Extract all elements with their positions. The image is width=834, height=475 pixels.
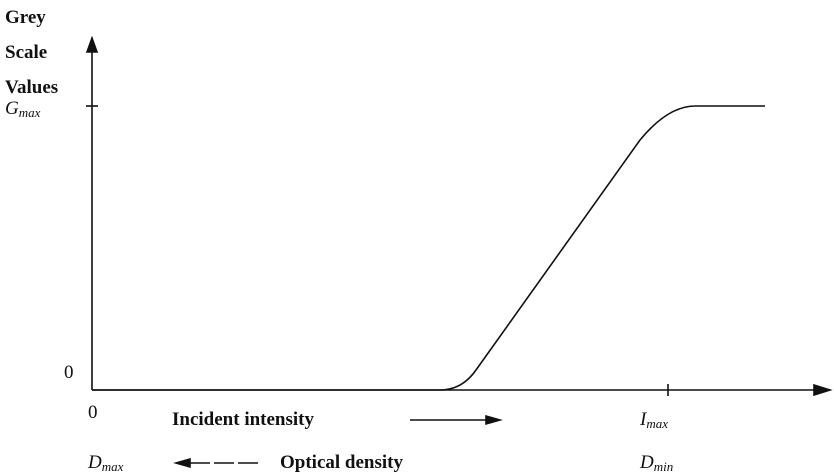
density-arrowhead: [173, 457, 191, 469]
y-zero: 0: [64, 362, 74, 383]
density-label: Optical density: [280, 452, 403, 473]
y-arrow: [85, 35, 99, 53]
imax-label: Imax: [639, 409, 668, 431]
dmax-label: Dmax: [87, 452, 124, 474]
y-label: Grey: [5, 7, 46, 28]
y-label: Scale: [5, 42, 47, 63]
intensity-arrowhead: [485, 414, 503, 426]
x-arrow: [813, 383, 833, 397]
y-label: Values: [5, 77, 58, 98]
response-curve: [92, 105, 765, 391]
intensity-label: Incident intensity: [172, 409, 314, 430]
x-zero: 0: [88, 402, 98, 423]
gmax-label: Gmax: [5, 98, 41, 120]
dmin-label: Dmin: [639, 452, 673, 474]
